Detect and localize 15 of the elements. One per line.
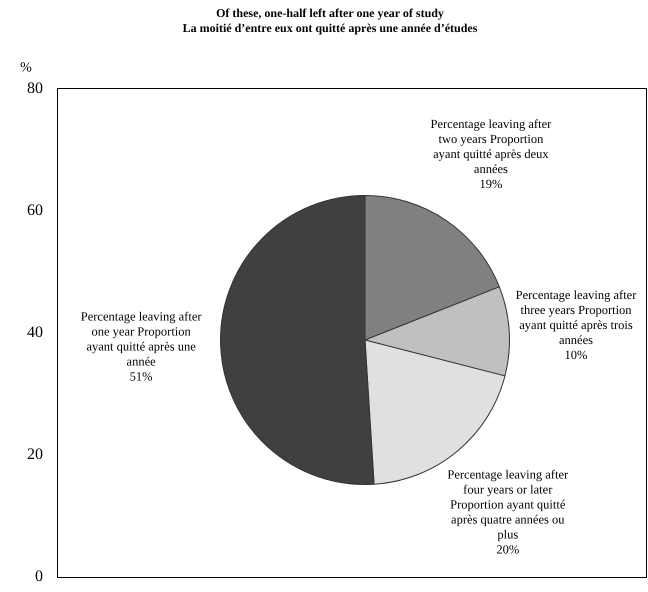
data-label: 19% [479, 177, 502, 192]
text: % [20, 60, 32, 76]
text: 60 [27, 202, 43, 220]
data-label: 10% [564, 348, 588, 362]
text: 80 [27, 80, 43, 98]
data-label: 51% [130, 369, 153, 384]
slice-label: Percentage leaving after two years Proportion ayant quitté après deux années [430, 117, 552, 176]
text: 20 [27, 446, 43, 464]
data-label: 20% [496, 542, 520, 556]
chart-title: Of these, one-half left after one year of study La moitié d’entre eux ont quitté après une année d’études [182, 6, 478, 36]
text: 40 [27, 324, 43, 342]
slice-label: Percentage leaving after one year Proportion ayant quitté après une année [80, 309, 202, 368]
text: 0 [35, 568, 43, 586]
slice-label: Percentage leaving after four years or later Proportion ayant quitté après quatre années ou plus [447, 467, 569, 542]
slice-label: Percentage leaving after three years Proportion ayant quitté après trois années [516, 288, 638, 348]
